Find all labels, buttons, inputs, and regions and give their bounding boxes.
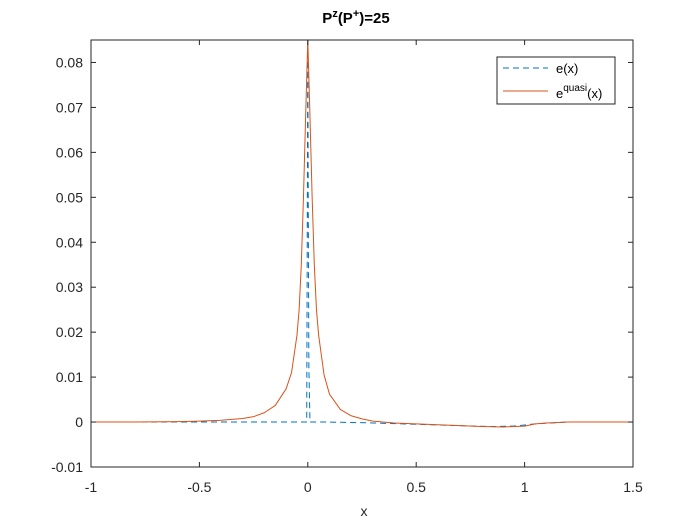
legend: e(x) equasi(x) [496, 56, 616, 105]
y-tick-label: 0.07 [56, 99, 83, 115]
chart-title: Pz(P+)=25 [322, 8, 389, 27]
plot-area: -1 -0.5 0 0.5 1 1.5 -0.01 0 0.01 0.02 0.03 0.04 0.05… [51, 39, 643, 495]
y-tick-label: 0.03 [56, 279, 83, 295]
y-tick-label: -0.01 [51, 459, 83, 475]
series-line-equasi [91, 39, 633, 428]
x-tick-label: 0 [304, 479, 312, 495]
x-tick-label: 0.5 [406, 479, 426, 495]
axes-box [90, 39, 634, 468]
series-line-e [91, 39, 633, 428]
legend-box [496, 56, 616, 105]
y-tick-label: 0 [75, 414, 83, 430]
x-axis-label: x [361, 503, 368, 519]
x-tick-label: -1 [85, 479, 98, 495]
x-tick-label: 1.5 [623, 479, 643, 495]
y-tick-label: 0.02 [56, 324, 83, 340]
y-tick-label: 0.01 [56, 369, 83, 385]
y-tick-label: 0.05 [56, 189, 83, 205]
y-tick-label: 0.06 [56, 144, 83, 160]
y-tick-label: 0.08 [56, 54, 83, 70]
x-tick-label: -0.5 [187, 479, 211, 495]
x-tick-label: 1 [521, 479, 529, 495]
y-tick-label: 0.04 [56, 234, 83, 250]
legend-label-e: e(x) [556, 61, 578, 76]
legend-label-equasi: equasi(x) [556, 83, 602, 101]
